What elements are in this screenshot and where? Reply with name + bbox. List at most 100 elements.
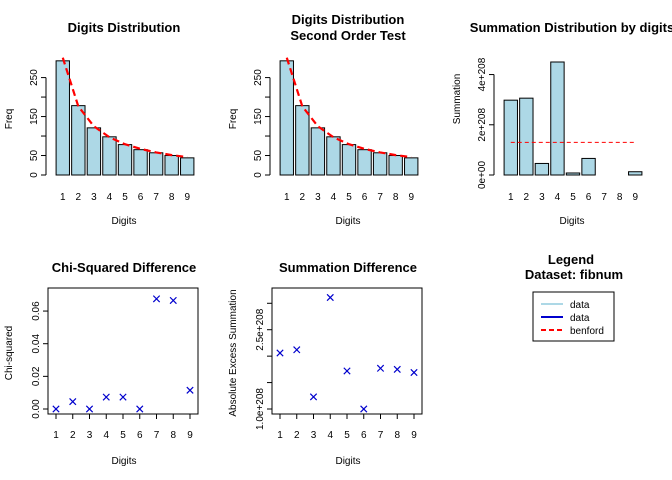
panel-second-order-test: Digits Distribution Second Order Test Di… (228, 12, 419, 227)
y-tick-label: 1.0e+208 (255, 388, 266, 430)
x-tick-label-9: 9 (408, 192, 414, 203)
point-digit-7 (152, 295, 161, 303)
legend-panel: Legend Dataset: fibnum data data benford (525, 252, 623, 342)
bar-digit-6 (581, 157, 596, 176)
y-tick-label: 0.04 (31, 334, 42, 354)
x-tick-label-1: 1 (284, 192, 290, 203)
point-digit-1 (276, 349, 284, 357)
point-digit-4 (326, 293, 334, 302)
x-tick-label-4: 4 (327, 430, 333, 441)
plot-frame (271, 287, 423, 415)
bar-digit-9 (180, 157, 195, 176)
y-tick-label: 0 (29, 172, 40, 178)
bar-digit-3 (86, 127, 102, 176)
point-digit-2 (293, 346, 301, 354)
panel2-xlabel: Digits (335, 216, 360, 227)
panel3-title: Summation Distribution by digits (470, 20, 672, 35)
point-digit-3 (309, 393, 318, 401)
x-tick-label-5: 5 (120, 430, 126, 441)
y-tick-label: 2.5e+208 (255, 308, 266, 350)
point-digit-1 (52, 405, 60, 413)
x-tick-label-7: 7 (153, 192, 159, 203)
x-tick-label-1: 1 (53, 430, 59, 441)
x-tick-label-8: 8 (169, 192, 175, 203)
x-tick-label-7: 7 (378, 430, 384, 441)
x-tick-label-1: 1 (277, 430, 283, 441)
bar-digit-2 (519, 97, 534, 176)
x-tick-label-4: 4 (331, 192, 337, 203)
y-tick-label: 150 (29, 108, 40, 125)
legend-label-benford: benford (570, 326, 604, 337)
benford-line (61, 57, 188, 159)
panel4-plot: 1 2 3 4 5 6 7 8 9 0.00 0.02 0.04 0.06 (31, 287, 199, 441)
y-tick-label: 0 (253, 172, 264, 178)
y-tick-label: 0e+00 (477, 161, 488, 190)
x-tick-label-9: 9 (411, 430, 417, 441)
legend-title: Legend (548, 252, 594, 267)
point-digit-5 (343, 367, 351, 375)
panel2-title: Digits Distribution (292, 12, 405, 27)
panel4-ylabel: Chi-squared (4, 326, 15, 380)
x-tick-label-5: 5 (346, 192, 352, 203)
point-digit-8 (169, 296, 177, 305)
x-tick-label-5: 5 (122, 192, 128, 203)
point-digit-3 (85, 405, 94, 413)
point-digit-9 (186, 386, 194, 394)
bar-digit-5 (341, 144, 357, 176)
panel4-title: Chi-Squared Difference (52, 260, 196, 275)
panel1-plot: 1 2 3 4 5 6 7 8 9 0 50 150 250 (29, 57, 195, 203)
bar-digit-9 (404, 157, 419, 176)
x-tick-label-6: 6 (586, 192, 592, 203)
point-digit-5 (119, 393, 127, 401)
point-digit-2 (69, 398, 77, 406)
y-tick-label: 250 (29, 69, 40, 86)
x-tick-label-7: 7 (377, 192, 383, 203)
bar-digit-2 (295, 105, 310, 176)
panel3-xlabel: Digits (559, 216, 584, 227)
x-tick-label-4: 4 (103, 430, 109, 441)
x-tick-label-8: 8 (617, 192, 623, 203)
x-tick-label-2: 2 (70, 430, 76, 441)
panel2-ylabel: Freq (228, 109, 239, 130)
x-tick-label-8: 8 (394, 430, 400, 441)
panel4-xlabel: Digits (111, 456, 136, 467)
x-tick-label-4: 4 (107, 192, 113, 203)
y-tick-label: 150 (253, 108, 264, 125)
legend-label-data-line: data (570, 313, 590, 324)
x-tick-label-7: 7 (601, 192, 607, 203)
x-tick-label-2: 2 (524, 192, 530, 203)
panel5-title: Summation Difference (279, 260, 417, 275)
x-tick-label-9: 9 (632, 192, 638, 203)
x-tick-label-6: 6 (362, 192, 368, 203)
bar-digit-9 (628, 171, 643, 176)
point-digit-9 (410, 368, 418, 377)
bar-digit-7 (148, 152, 164, 176)
benford-line (285, 57, 412, 159)
x-tick-label-2: 2 (300, 192, 306, 203)
bar-digit-4 (550, 61, 565, 176)
panel5-xlabel: Digits (335, 456, 360, 467)
x-tick-label-3: 3 (539, 192, 545, 203)
panel3-plot: 1 2 3 4 5 6 7 8 9 0e+00 2e+208 4e+208 (477, 57, 643, 203)
point-digit-7 (376, 364, 385, 372)
panel1-ylabel: Freq (4, 109, 15, 130)
x-tick-label-1: 1 (60, 192, 66, 203)
panel2-subtitle: Second Order Test (290, 28, 406, 43)
bar-digit-6 (133, 149, 148, 176)
bar-digit-8 (388, 155, 403, 176)
bar-digit-1 (55, 60, 70, 176)
y-tick-label: 50 (29, 150, 40, 162)
y-tick-label: 2e+208 (477, 108, 488, 142)
y-tick-label: 4e+208 (477, 57, 488, 91)
panel1-title: Digits Distribution (68, 20, 181, 35)
panel-summation-difference: Summation Difference Digits Absolute Exc… (228, 260, 423, 467)
bar-digit-2 (71, 105, 86, 176)
x-tick-label-6: 6 (361, 430, 367, 441)
x-tick-label-7: 7 (154, 430, 160, 441)
bar-digit-3 (534, 162, 550, 176)
x-tick-label-8: 8 (170, 430, 176, 441)
panel1-xlabel: Digits (111, 216, 136, 227)
panel-summation-distribution: Summation Distribution by digits Digits … (452, 20, 672, 227)
